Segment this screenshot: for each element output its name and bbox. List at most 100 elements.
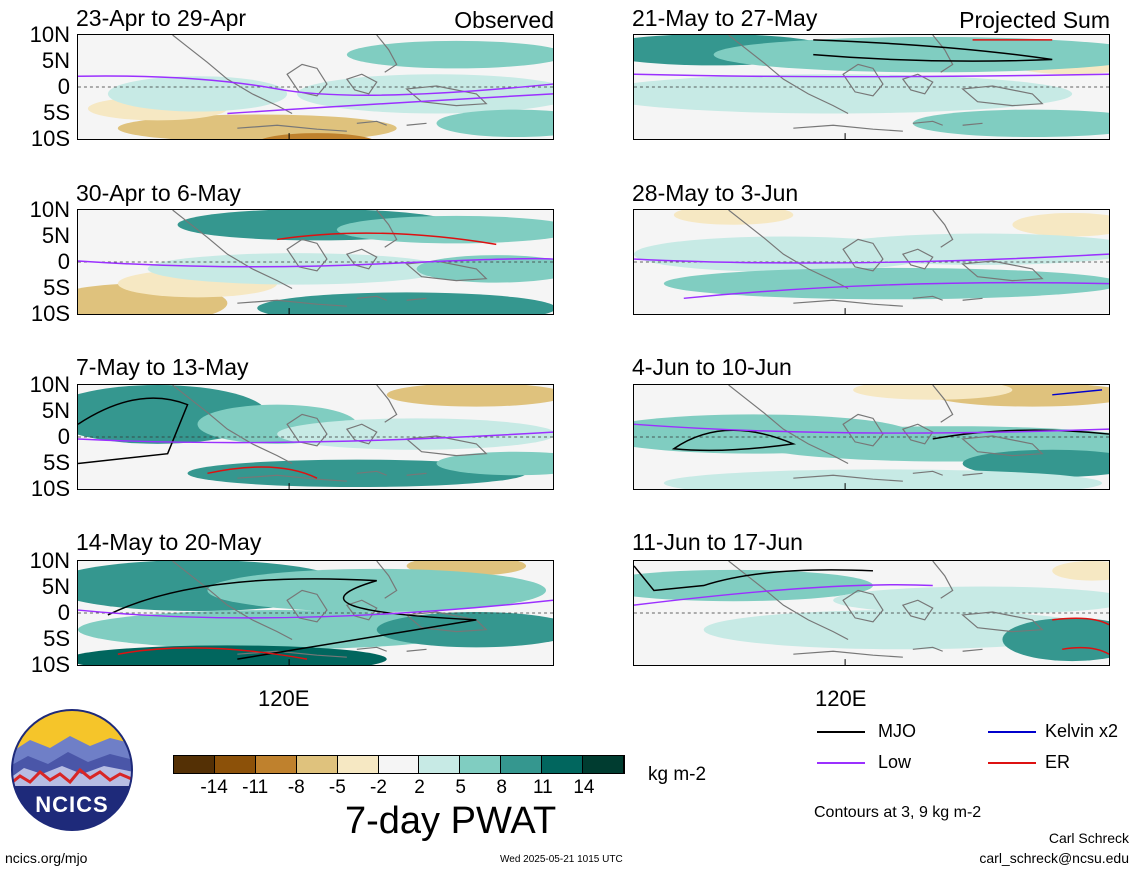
panel-title: 21-May to 27-May [632,5,818,31]
contour-line [634,565,874,592]
footer-author: Carl Schreck [1048,830,1129,846]
pwat-anomaly-shade [107,76,288,112]
colorbar-tick-label: -8 [287,777,305,798]
colorbar-tick-label: 8 [496,777,507,798]
coastline [842,63,884,97]
colorbar-swatch [378,756,420,773]
coastline [172,385,293,465]
contour-line [78,257,553,268]
colorbar-swatch [174,756,215,773]
panel-title: 30-Apr to 6-May [76,180,241,206]
footer-email: carl_schreck@ncsu.edu [979,850,1129,866]
latitude-label: 10N [29,548,70,573]
coastline [237,124,347,132]
pwat-anomaly-shade [1052,561,1109,581]
pwat-anomaly-shade [257,292,553,314]
colorbar-tick-label: 2 [414,777,425,798]
pwat-anomaly-shade [912,109,1109,138]
latitude-label: 5N [41,48,70,73]
colorbar-swatch [337,756,379,773]
colorbar-tick-label: 11 [532,777,553,798]
contour-line [683,281,1109,300]
contour-line [634,73,1109,78]
legend-label-er: ER [1045,752,1071,772]
legend-label-mjo: MJO [878,721,916,741]
contour-line [78,75,553,96]
legend-line-low [817,762,865,764]
latitude-label: 10N [29,197,70,222]
contour-line [813,39,1053,62]
latitude-label: 5N [41,574,70,599]
panel-tag: Projected Sum [959,7,1110,33]
pwat-anomaly-shade [376,612,553,648]
coastline [406,648,427,652]
map-panel [77,34,554,140]
legend-line-kelvin [988,731,1036,733]
coastline [356,295,387,301]
coastline [961,260,1044,282]
coastline [172,210,293,290]
coastline [376,385,398,423]
coastline [237,650,347,658]
pwat-anomaly-shade [673,210,794,225]
contour-line [227,93,553,115]
coastline [728,561,849,641]
colorbar-swatch [255,756,297,773]
legend-label-low: Low [878,752,912,772]
map-panel [633,560,1110,666]
latitude-label: 10S [30,301,70,326]
colorbar-tick-label: 14 [573,777,595,798]
coastline [912,120,943,126]
coastline [406,122,427,126]
coastline [932,385,954,423]
coastline [793,474,903,482]
contour-line [78,599,553,619]
latitude-label: 5N [41,398,70,423]
panel-title: 4-Jun to 10-Jun [632,354,792,380]
coastline [961,435,1044,457]
pwat-anomaly-shade [634,74,1073,114]
coastline [961,85,1044,107]
map-panel [633,34,1110,140]
coastline [901,599,934,621]
colorbar-tick-label: -5 [328,777,346,798]
coastline [842,238,884,272]
longitude-label: 120E [815,686,867,711]
pwat-anomaly-shade [78,645,387,665]
coastline [376,561,398,599]
colorbar-tick-label: -11 [242,777,269,798]
map-panel [77,384,554,490]
map-panel [633,384,1110,490]
coastline [793,299,903,307]
contour-line [932,429,1109,440]
colorbar-tick-label: -14 [200,777,228,798]
colorbar-swatch [419,756,461,773]
latitude-label: 10N [29,22,70,47]
contour-line [1052,389,1103,396]
footer-url: ncics.org/mjo [5,850,88,866]
latitude-label: 0 [57,424,70,449]
coastline [901,73,934,95]
coastline [376,35,398,73]
coastline [172,561,293,641]
contour-line [634,253,1109,264]
colorbar-boxes [173,755,625,774]
pwat-anomaly-shade [147,253,447,285]
pwat-anomaly-shade [386,385,553,407]
colorbar-title: 7-day PWAT [345,800,557,842]
latitude-label: 5N [41,223,70,248]
coastline [793,124,903,132]
coastline [406,297,427,301]
latitude-label: 10S [30,476,70,501]
coastline [237,474,347,482]
panel-title: 7-May to 13-May [76,354,249,380]
coastline [961,611,1044,633]
pwat-anomaly-shade [1012,212,1109,237]
coastline [345,248,378,270]
contour-line [78,431,553,444]
coastline [376,210,398,248]
coastline [356,120,387,126]
pwat-anomaly-shade [663,469,1102,489]
map-panel [77,560,554,666]
footer-timestamp: Wed 2025-05-21 1015 UTC [500,854,623,865]
